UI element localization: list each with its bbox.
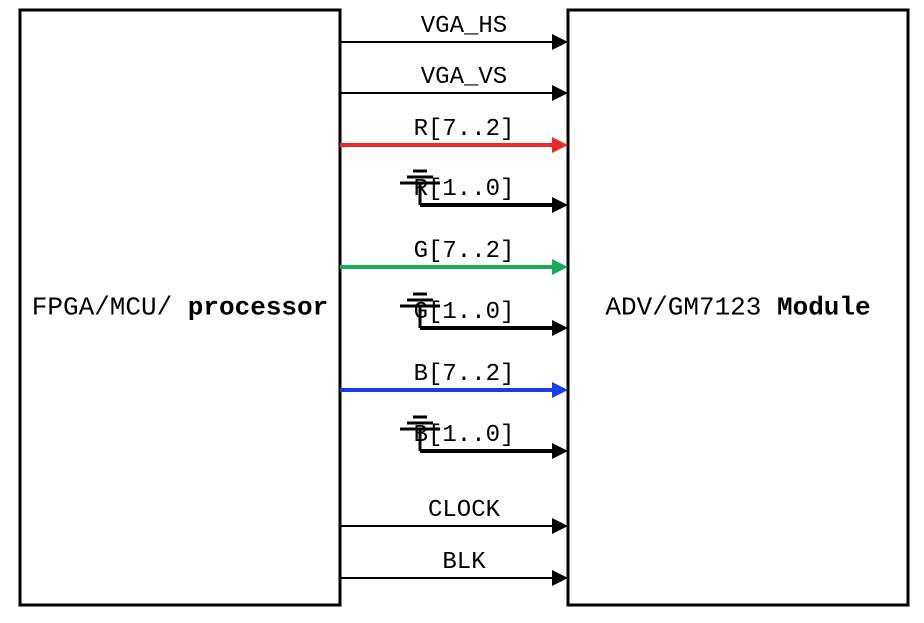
signal-vga-vs-label: VGA_VS	[421, 64, 507, 91]
signal-r-lo-arrowhead	[552, 197, 568, 213]
signal-b-hi-label: B[7..2]	[414, 361, 515, 388]
signal-g-hi-arrowhead	[552, 259, 568, 275]
block-diagram: FPGA/MCU/ processor ADV/GM7123 Module VGA_…	[0, 0, 924, 623]
signal-blk-arrowhead	[552, 570, 568, 586]
signal-g-lo-label: G[1..0]	[414, 299, 515, 326]
signal-clock-arrowhead	[552, 518, 568, 534]
signal-g-lo-arrowhead	[552, 320, 568, 336]
signal-g-hi-label: G[7..2]	[414, 238, 515, 265]
signal-b-hi-arrowhead	[552, 382, 568, 398]
signal-blk-label: BLK	[442, 549, 486, 576]
signal-r-hi-arrowhead	[552, 137, 568, 153]
signal-r-lo-label: R[1..0]	[414, 176, 515, 203]
signal-clock-label: CLOCK	[428, 497, 501, 524]
signal-b-lo-label: B[1..0]	[414, 422, 515, 449]
right-label: ADV/GM7123 Module	[605, 292, 870, 322]
signal-b-lo-arrowhead	[552, 443, 568, 459]
left-label: FPGA/MCU/ processor	[32, 292, 328, 322]
signal-vga-vs-arrowhead	[552, 85, 568, 101]
signal-r-hi-label: R[7..2]	[414, 116, 515, 143]
signal-vga-hs-label: VGA_HS	[421, 13, 507, 40]
signal-vga-hs-arrowhead	[552, 34, 568, 50]
